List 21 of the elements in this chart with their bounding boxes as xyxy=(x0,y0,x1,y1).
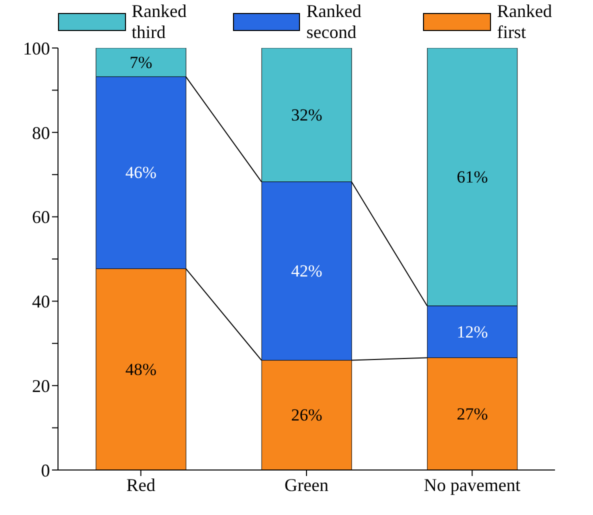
x-tick-label: No pavement xyxy=(424,474,520,495)
y-tick-label: 20 xyxy=(32,376,50,396)
data-label: 48% xyxy=(125,360,157,379)
legend-label: Ranked third xyxy=(132,1,188,43)
data-label: 46% xyxy=(125,163,157,182)
x-tick-label: Red xyxy=(126,474,156,495)
y-tick-label: 40 xyxy=(32,292,50,312)
legend-label: Ranked first xyxy=(496,1,553,43)
y-tick-label: 0 xyxy=(41,460,50,480)
data-label: 7% xyxy=(130,52,152,72)
data-label: 26% xyxy=(291,406,322,425)
data-label: 42% xyxy=(291,262,322,281)
x-tick-label: Green xyxy=(284,474,328,495)
data-label: 12% xyxy=(456,322,488,342)
y-tick-label: 80 xyxy=(32,122,50,143)
data-label: 61% xyxy=(456,167,488,186)
y-tick-label: 100 xyxy=(23,38,50,58)
data-label: 32% xyxy=(291,105,322,124)
data-label: 27% xyxy=(456,404,488,424)
legend-label: Ranked second xyxy=(306,1,362,43)
y-tick-label: 60 xyxy=(32,207,50,228)
